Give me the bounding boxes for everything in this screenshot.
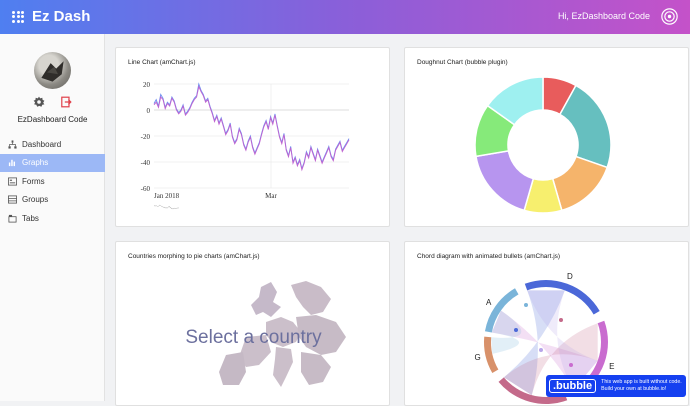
avatar[interactable] (34, 52, 71, 89)
bubble-text: This web app is built without code. Buil… (601, 379, 682, 393)
sidebar-item-forms[interactable]: Forms (0, 172, 105, 191)
chord-label: D (567, 272, 573, 281)
x-tick-label: Mar (265, 192, 277, 200)
bubble-logo: .bubble (549, 379, 597, 393)
doughnut-chart[interactable] (473, 73, 613, 218)
bar-chart-icon (8, 160, 16, 167)
chord-arc-3 (498, 377, 568, 404)
select-country-prompt: Select a country (185, 327, 322, 348)
user-name: EzDashboard Code (17, 115, 88, 124)
chord-bullet-2 (524, 303, 528, 307)
chord-ribbon-4 (527, 290, 598, 390)
sidebar-item-label: Tabs (22, 213, 39, 223)
chord-ribbon-1 (503, 290, 565, 396)
card-title: Doughnut Chart (bubble plugin) (417, 59, 508, 66)
greeting: Hi, EzDashboard Code (557, 11, 650, 21)
groups-icon (8, 195, 17, 204)
doughnut-slice-2 (551, 155, 609, 212)
sidebar-item-label: Forms (22, 176, 45, 186)
chord-ribbon-0 (491, 310, 598, 390)
sidebar-menu: Dashboard Graphs Forms Groups Tabs (0, 135, 105, 228)
chord-arc-4 (484, 336, 499, 373)
countries-chart-card: Countries morphing to pie charts (amChar… (115, 241, 390, 406)
bubble-line-2: Build your own at bubble.io! (601, 386, 667, 392)
chord-label: A (486, 298, 492, 307)
chord-label: E (609, 362, 614, 371)
y-tick-label: 0 (147, 107, 151, 115)
line-series-1 (153, 85, 350, 172)
sidebar-item-label: Dashboard (22, 139, 62, 149)
tabs-icon (8, 214, 17, 223)
user-menu-icon[interactable] (661, 8, 678, 25)
brand[interactable]: Ez Dash (12, 8, 90, 25)
sitemap-icon (8, 140, 17, 149)
app-grid-icon (12, 10, 24, 23)
europe-map[interactable] (211, 277, 361, 397)
sidebar-item-label: Graphs (22, 158, 49, 168)
doughnut-slice-4 (475, 149, 535, 212)
bubble-line-1: This web app is built without code. (601, 379, 682, 386)
gear-icon[interactable] (33, 96, 45, 108)
doughnut-slice-6 (486, 76, 544, 126)
sidebar-item-graphs[interactable]: Graphs (0, 153, 105, 172)
chord-bullet-0 (514, 328, 518, 332)
chord-bullet-1 (569, 363, 573, 367)
logout-icon[interactable] (60, 96, 72, 108)
bubble-badge[interactable]: .bubble This web app is built without co… (546, 375, 686, 397)
chord-bullet-4 (539, 348, 543, 352)
chord-ribbon-2 (491, 310, 522, 354)
chord-diagram[interactable]: ADECG (471, 270, 621, 405)
sidebar: EzDashboard Code Dashboard Graphs Forms … (0, 34, 105, 401)
sidebar-item-label: Groups (22, 195, 49, 205)
chord-ribbon-3 (503, 323, 598, 396)
sidebar-item-dashboard[interactable]: Dashboard (0, 135, 105, 154)
chord-arc-1 (524, 280, 600, 315)
y-tick-label: -20 (141, 133, 151, 141)
y-tick-label: -60 (141, 185, 151, 193)
scrollbar-preview (153, 204, 180, 210)
form-icon (8, 177, 17, 186)
x-tick-label: Jan 2018 (154, 192, 180, 200)
y-tick-label: 20 (143, 81, 151, 89)
card-title: Chord diagram with animated bullets (amC… (417, 253, 561, 260)
chord-label: G (475, 353, 481, 362)
top-bar: Ez Dash Hi, EzDashboard Code (0, 0, 690, 34)
sidebar-item-tabs[interactable]: Tabs (0, 209, 105, 228)
sidebar-item-groups[interactable]: Groups (0, 191, 105, 210)
doughnut-chart-card: Doughnut Chart (bubble plugin) (404, 47, 689, 227)
chord-arc-0 (484, 288, 519, 333)
chord-bullet-3 (559, 318, 563, 322)
app-title: Ez Dash (32, 8, 91, 25)
card-title: Countries morphing to pie charts (amChar… (128, 253, 260, 260)
y-tick-label: -40 (141, 159, 151, 167)
line-chart-card: Line Chart (amChart.js) 20 0 -20 -40 -60 Jan … (115, 47, 390, 227)
card-title: Line Chart (amChart.js) (128, 59, 196, 66)
